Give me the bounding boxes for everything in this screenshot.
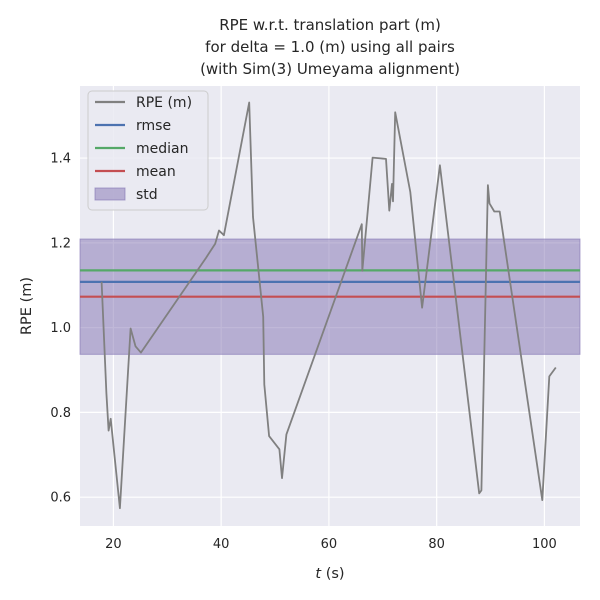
y-tick-labels: 0.6 0.8 1.0 1.2 1.4 <box>50 152 71 506</box>
x-tick-label-3: 80 <box>428 537 445 552</box>
x-axis-label-unit: (s) <box>321 566 344 582</box>
y-tick-label-4: 1.4 <box>50 152 71 167</box>
title-line-2: for delta = 1.0 (m) using all pairs <box>205 38 455 56</box>
y-axis-label: RPE (m) <box>19 277 35 335</box>
x-tick-label-1: 40 <box>213 537 230 552</box>
x-axis-label: t (s) <box>315 566 344 582</box>
legend-label-rmse: rmse <box>136 118 171 134</box>
legend-frame <box>87 90 209 211</box>
x-tick-label-0: 20 <box>105 537 122 552</box>
legend: RPE (m) rmse median mean std <box>87 90 209 211</box>
rpe-series-line <box>100 101 557 510</box>
legend-label-rpe-m: RPE (m) <box>136 95 192 111</box>
legend-label-std: std <box>136 187 158 203</box>
title-line-1: RPE w.r.t. translation part (m) <box>219 16 441 34</box>
title-line-3: (with Sim(3) Umeyama alignment) <box>200 60 460 78</box>
legend-label-median: median <box>136 141 188 157</box>
y-tick-label-0: 0.6 <box>50 491 71 506</box>
x-tick-labels: 20 40 60 80 100 <box>105 537 557 552</box>
y-tick-label-1: 0.8 <box>50 406 71 421</box>
legend-label-mean: mean <box>136 164 176 180</box>
chart-title: RPE w.r.t. translation part (m) for delt… <box>200 16 460 78</box>
legend-swatch-std <box>94 187 126 201</box>
y-tick-label-2: 1.0 <box>50 321 71 336</box>
x-tick-label-2: 60 <box>321 537 338 552</box>
y-tick-label-3: 1.2 <box>50 236 71 251</box>
x-tick-label-4: 100 <box>532 537 557 552</box>
x-axis-label-var: t <box>315 566 322 582</box>
